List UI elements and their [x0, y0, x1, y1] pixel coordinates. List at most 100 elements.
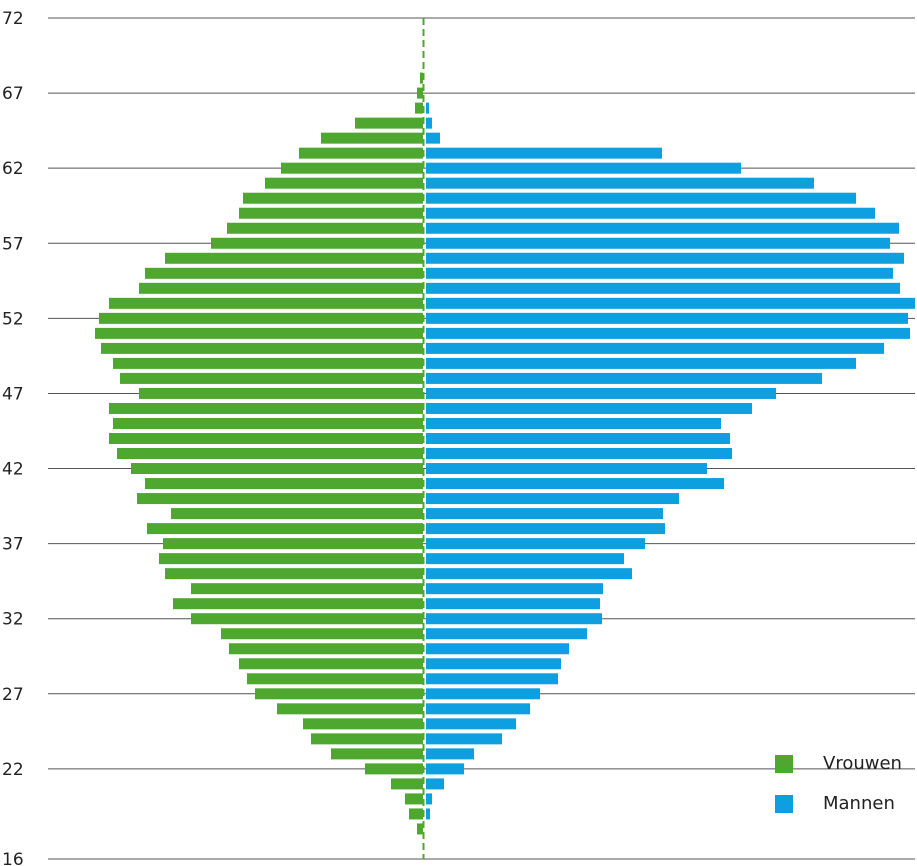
bar-vrouwen-52: [99, 312, 423, 324]
y-tick-label-47: 47: [2, 384, 24, 404]
legend: Vrouwen Mannen: [775, 753, 917, 833]
bar-mannen-48: [426, 372, 822, 384]
bar-mannen-42: [426, 463, 707, 475]
bar-mannen-52: [426, 312, 908, 324]
y-tick-label-37: 37: [2, 535, 24, 555]
bar-vrouwen-66: [415, 102, 423, 114]
bar-mannen-60: [426, 192, 856, 204]
bar-vrouwen-29: [239, 658, 423, 670]
bar-vrouwen-59: [239, 207, 423, 219]
bar-mannen-45: [426, 417, 721, 429]
bar-mannen-49: [426, 357, 856, 369]
bar-mannen-44: [426, 433, 730, 444]
bar-vrouwen-65: [355, 117, 423, 129]
bar-vrouwen-47: [139, 387, 423, 399]
y-tick-label-16: 16: [2, 850, 24, 866]
bar-vrouwen-54: [139, 282, 423, 294]
bar-mannen-32: [426, 613, 602, 625]
bar-vrouwen-55: [145, 267, 423, 279]
bar-mannen-39: [426, 508, 663, 520]
bar-vrouwen-28: [247, 673, 423, 685]
bar-vrouwen-63: [299, 147, 423, 159]
bar-vrouwen-68: [420, 72, 423, 84]
bar-mannen-37: [426, 538, 645, 550]
bar-vrouwen-51: [95, 327, 423, 339]
bar-vrouwen-61: [265, 177, 423, 189]
bar-mannen-25: [426, 718, 516, 730]
bar-mannen-46: [426, 402, 752, 414]
y-tick-label-52: 52: [2, 309, 24, 329]
bar-mannen-29: [426, 658, 561, 670]
bar-vrouwen-58: [227, 222, 423, 234]
bar-vrouwen-48: [120, 372, 423, 384]
y-tick-label-32: 32: [2, 610, 24, 630]
bar-mannen-59: [426, 207, 875, 219]
y-tick-label-57: 57: [2, 234, 24, 254]
bar-mannen-51: [426, 327, 910, 339]
bar-vrouwen-36: [159, 553, 423, 565]
legend-swatch-vrouwen: [775, 755, 793, 773]
bar-mannen-58: [426, 222, 899, 234]
bar-vrouwen-18: [417, 823, 423, 835]
bar-mannen-36: [426, 553, 624, 565]
bar-mannen-40: [426, 493, 679, 505]
legend-swatch-mannen: [775, 795, 793, 813]
legend-item-vrouwen: Vrouwen: [775, 753, 917, 793]
bar-mannen-30: [426, 643, 569, 655]
bar-mannen-55: [426, 267, 893, 279]
bar-vrouwen-44: [109, 433, 423, 444]
bar-vrouwen-19: [409, 808, 423, 820]
y-tick-label-67: 67: [2, 84, 24, 104]
bar-vrouwen-27: [255, 688, 423, 700]
y-tick-label-72: 72: [2, 9, 24, 29]
bar-vrouwen-21: [391, 778, 423, 790]
bar-vrouwen-43: [117, 448, 423, 460]
bar-mannen-38: [426, 523, 665, 535]
bar-mannen-27: [426, 688, 540, 700]
bar-vrouwen-49: [113, 357, 423, 369]
bar-vrouwen-31: [221, 628, 423, 640]
bar-mannen-41: [426, 478, 724, 490]
y-axis-tick-labels: 16 22 27 32 37 42 47 52 57 62 67 72: [2, 9, 24, 866]
bar-mannen-28: [426, 673, 558, 685]
bar-mannen-35: [426, 568, 632, 580]
bar-mannen-53: [426, 297, 915, 309]
bar-vrouwen-50: [101, 342, 423, 354]
bar-mannen-56: [426, 252, 904, 264]
bar-mannen-20: [426, 793, 432, 805]
bar-mannen-50: [426, 342, 884, 354]
bar-mannen-61: [426, 177, 814, 189]
y-tick-label-42: 42: [2, 460, 24, 480]
legend-item-mannen: Mannen: [775, 793, 917, 833]
bar-vrouwen-25: [303, 718, 423, 730]
bar-vrouwen-39: [171, 508, 423, 520]
bar-vrouwen-42: [131, 463, 423, 475]
bar-mannen-24: [426, 733, 502, 745]
bar-vrouwen-20: [405, 793, 423, 805]
bar-vrouwen-24: [311, 733, 423, 745]
bar-mannen-21: [426, 778, 444, 790]
bar-mannen-26: [426, 703, 530, 715]
y-tick-label-27: 27: [2, 685, 24, 705]
y-tick-label-62: 62: [2, 159, 24, 179]
bar-vrouwen-37: [163, 538, 423, 550]
bar-mannen-54: [426, 282, 900, 294]
bar-mannen-33: [426, 598, 600, 610]
bar-vrouwen-41: [145, 478, 423, 490]
bar-vrouwen-64: [321, 132, 423, 144]
bar-vrouwen-45: [113, 417, 423, 429]
bar-vrouwen-33: [173, 598, 423, 610]
bar-vrouwen-22: [365, 763, 423, 775]
legend-label-vrouwen: Vrouwen: [823, 753, 902, 774]
bar-mannen-63: [426, 147, 662, 159]
bar-vrouwen-67: [417, 87, 423, 99]
bar-vrouwen-34: [191, 583, 423, 595]
bar-vrouwen-38: [147, 523, 423, 535]
bar-vrouwen-57: [211, 237, 423, 249]
bar-vrouwen-60: [243, 192, 423, 204]
legend-label-mannen: Mannen: [823, 793, 895, 814]
bar-vrouwen-32: [191, 613, 423, 625]
bar-mannen-34: [426, 583, 603, 595]
bar-mannen-62: [426, 162, 741, 174]
